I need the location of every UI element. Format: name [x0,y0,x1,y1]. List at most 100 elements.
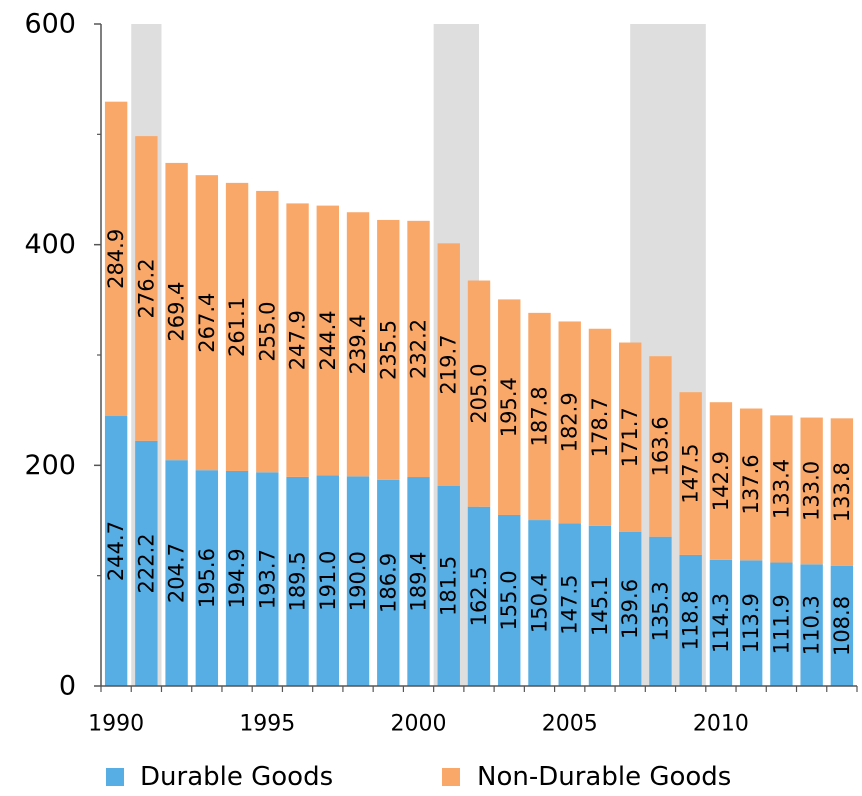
data-label-nondurable-1995: 255.0 [255,302,279,362]
bar-nondurable-1997 [316,205,339,476]
data-label-nondurable-2006: 178.7 [588,397,612,457]
y-tick-label-400: 400 [24,229,76,260]
bar-nondurable-2012 [770,415,793,563]
bar-nondurable-2010 [709,402,733,560]
bar-durable-2005 [558,523,581,686]
bar-nondurable-1994 [225,182,249,471]
data-label-durable-1997: 191.0 [316,551,340,611]
data-label-nondurable-2002: 205.0 [467,364,491,424]
data-label-durable-1990: 244.7 [104,521,128,581]
data-label-nondurable-2014: 133.8 [830,462,854,522]
bar-nondurable-1996 [286,203,309,477]
data-label-nondurable-2000: 232.2 [407,319,431,379]
data-label-durable-2001: 181.5 [437,556,461,616]
bar-nondurable-2004 [528,312,551,521]
bar-durable-1990 [104,416,128,686]
bar-durable-1999 [377,479,400,686]
data-label-nondurable-2012: 133.4 [769,459,793,519]
bar-nondurable-2000 [407,220,430,478]
data-label-nondurable-2004: 187.8 [527,386,551,446]
bar-nondurable-1992 [165,162,188,461]
data-label-durable-1994: 194.9 [225,548,249,608]
bar-nondurable-2006 [588,328,612,526]
bar-nondurable-2005 [558,321,581,524]
legend-swatch-nondurable [442,768,460,786]
bar-nondurable-1991 [135,136,158,441]
bar-durable-2004 [528,520,551,686]
axes-layer: 0 200 400 600 1990 1995 2000 2005 2010 [24,9,858,737]
bar-labels-layer: 244.7 284.9 222.2 276.2 204.7 269.4 195.6 267.4… [104,229,854,656]
data-label-nondurable-1993: 267.4 [195,293,219,353]
y-tick-label-600: 600 [24,9,76,40]
data-label-durable-2014: 108.8 [830,596,854,656]
data-label-nondurable-1990: 284.9 [104,229,128,289]
data-label-durable-2006: 145.1 [588,576,612,636]
x-tick-label-1995: 1995 [239,712,295,737]
bar-durable-1997 [316,475,339,686]
data-label-durable-1992: 204.7 [165,543,189,603]
bar-nondurable-2009 [679,392,702,555]
bar-nondurable-2014 [830,418,854,566]
y-tick-label-0: 0 [59,671,76,702]
data-label-durable-2005: 147.5 [558,575,582,635]
bar-durable-1994 [225,470,249,686]
data-label-durable-2012: 111.9 [769,594,793,654]
data-label-nondurable-2005: 182.9 [558,392,582,452]
data-label-durable-2007: 139.6 [618,579,642,639]
data-label-nondurable-1991: 276.2 [134,258,158,318]
bar-durable-1993 [195,470,219,686]
bar-nondurable-1993 [195,175,219,471]
bar-nondurable-1995 [256,190,279,473]
bar-durable-1995 [256,472,279,686]
data-label-durable-2002: 162.5 [467,566,491,626]
data-label-durable-1995: 193.7 [255,549,279,609]
data-label-nondurable-1998: 239.4 [346,314,370,374]
x-tick-label-2005: 2005 [542,712,598,737]
data-label-durable-1998: 190.0 [346,551,370,611]
bar-nondurable-2008 [649,356,672,537]
bar-durable-2013 [800,564,823,686]
x-tick-label-2010: 2010 [693,712,749,737]
bar-nondurable-2013 [800,417,823,565]
data-label-durable-2000: 189.4 [407,551,431,611]
bar-nondurable-1990 [104,101,128,417]
legend-label-durable: Durable Goods [140,762,333,792]
data-label-durable-2008: 135.3 [648,581,672,641]
bar-durable-2008 [649,536,672,686]
data-label-durable-2009: 118.8 [679,590,703,650]
data-label-durable-1996: 189.5 [286,551,310,611]
data-label-durable-2011: 113.9 [739,593,763,653]
bar-durable-1991 [135,440,158,686]
data-label-nondurable-2009: 147.5 [679,443,703,503]
bar-durable-2000 [407,477,430,686]
data-label-nondurable-2003: 195.4 [497,377,521,437]
legend-swatch-durable [106,768,124,786]
bar-durable-1992 [165,460,188,686]
bar-durable-2006 [588,525,612,686]
data-label-nondurable-2008: 163.6 [648,416,672,476]
data-label-durable-2013: 110.3 [800,595,824,655]
data-label-durable-2010: 114.3 [709,593,733,653]
bar-durable-2007 [619,531,642,686]
x-tick-label-2000: 2000 [391,712,447,737]
bar-durable-2014 [830,565,854,686]
bar-durable-2003 [498,514,521,686]
bar-durable-2011 [739,560,763,686]
bar-durable-2012 [770,562,793,686]
data-label-nondurable-2010: 142.9 [709,451,733,511]
data-label-nondurable-1994: 261.1 [225,297,249,357]
data-label-nondurable-2001: 219.7 [437,334,461,394]
bar-nondurable-2003 [498,299,521,515]
bar-durable-1996 [286,476,309,686]
data-label-nondurable-2007: 171.7 [618,407,642,467]
data-label-nondurable-1992: 269.4 [165,281,189,341]
data-label-durable-2003: 155.0 [497,570,521,630]
y-tick-label-200: 200 [24,450,76,481]
bar-nondurable-2011 [739,408,763,561]
bar-nondurable-2007 [619,342,642,532]
data-label-durable-1993: 195.6 [195,548,219,608]
data-label-durable-1999: 186.9 [376,553,400,613]
bar-nondurable-1999 [377,219,400,480]
